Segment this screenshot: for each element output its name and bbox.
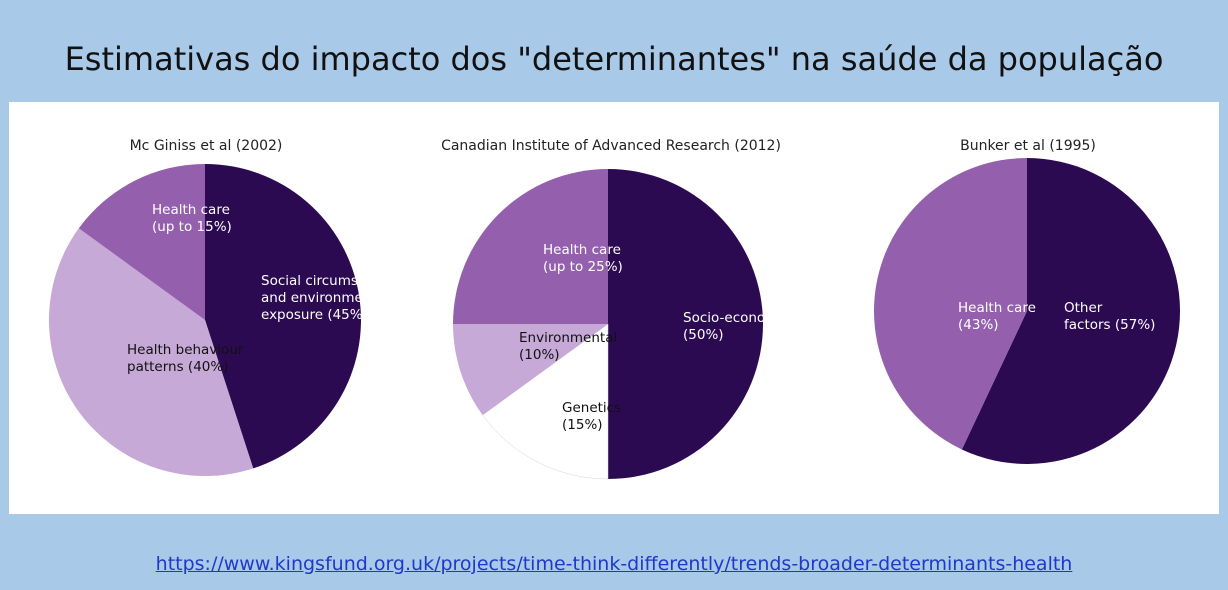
slice-label: Genetics (15%) bbox=[562, 400, 621, 433]
source-link[interactable]: https://www.kingsfund.org.uk/projects/ti… bbox=[155, 553, 1073, 575]
pie-charts: Mc Giniss et al (2002) Social circumstanc… bbox=[49, 138, 1181, 480]
slice-label: Health care (up to 15%) bbox=[152, 202, 232, 235]
slice-label: Other factors (57%) bbox=[1064, 300, 1155, 333]
slide-title: Estimativas do impacto dos "determinante… bbox=[64, 40, 1164, 78]
pie-slice bbox=[961, 158, 1181, 464]
pie-slice bbox=[453, 169, 608, 324]
pie-slice bbox=[205, 164, 361, 469]
pie-slice bbox=[78, 164, 205, 320]
slice-label: Socio-economic (50%) bbox=[683, 310, 790, 343]
slice-label: Environmental (10%) bbox=[519, 330, 617, 363]
pie-chart-3: Bunker et al (1995) Other factors (57%) Hea… bbox=[874, 138, 1181, 464]
pie-slice bbox=[49, 228, 254, 476]
pie-slice bbox=[482, 323, 609, 480]
slice-label: Health behaviour patterns (40%) bbox=[127, 342, 244, 375]
pie-slice bbox=[608, 169, 763, 479]
slice-label: Health care (43%) bbox=[958, 300, 1036, 333]
slice-label: Social circumstances and environmental exp… bbox=[261, 273, 403, 323]
pie-chart-1: Mc Giniss et al (2002) Social circumstanc… bbox=[49, 138, 403, 476]
pie-slice bbox=[874, 158, 1027, 450]
pie-chart-2: Canadian Institute of Advanced Research … bbox=[441, 138, 790, 480]
chart-title: Mc Giniss et al (2002) bbox=[130, 138, 283, 154]
chart-title: Bunker et al (1995) bbox=[960, 138, 1096, 154]
slice-label: Health care (up to 25%) bbox=[543, 242, 623, 275]
chart-title: Canadian Institute of Advanced Research … bbox=[441, 138, 781, 154]
charts-panel: Mc Giniss et al (2002) Social circumstanc… bbox=[9, 102, 1219, 514]
pie-slice bbox=[453, 324, 608, 416]
